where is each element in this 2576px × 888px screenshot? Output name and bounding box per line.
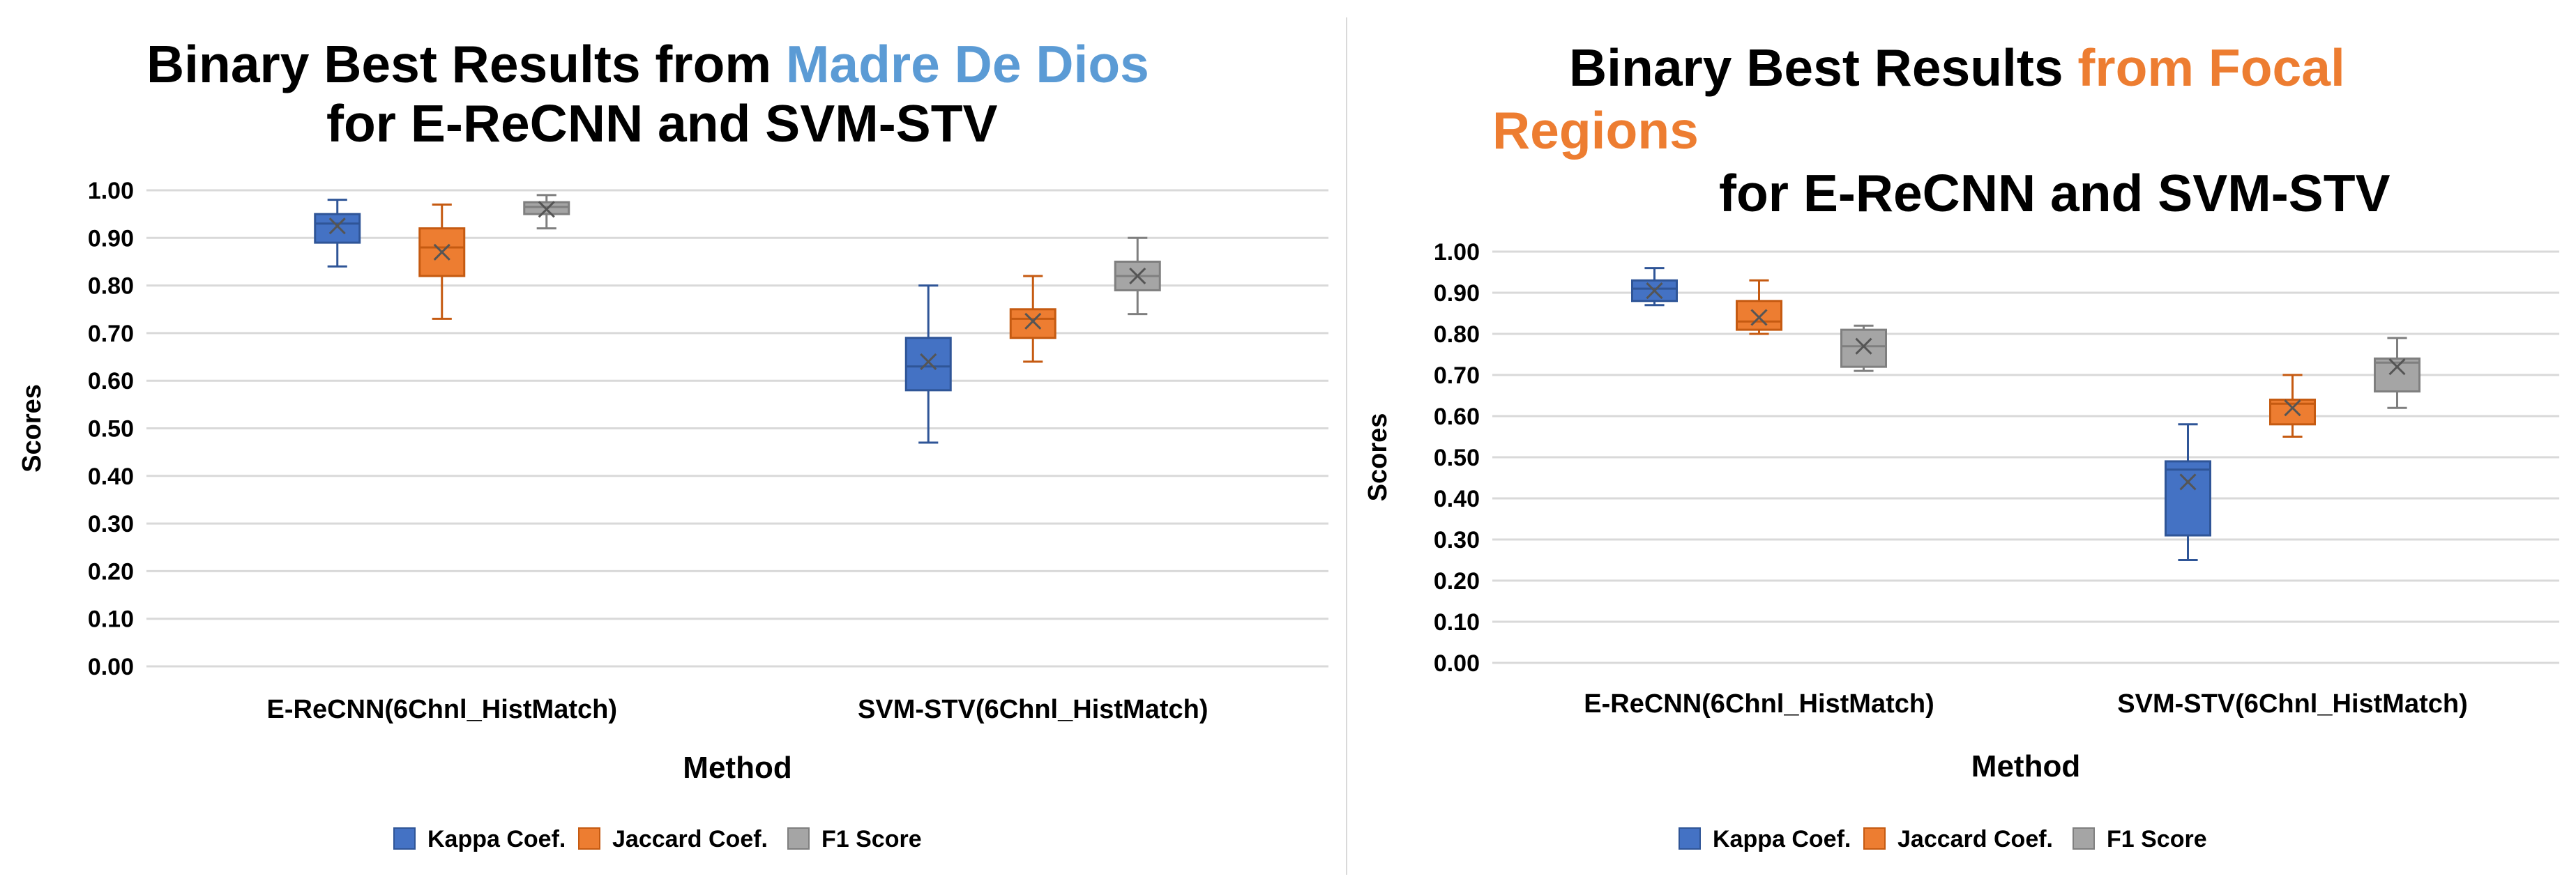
legend-swatch [393,827,416,850]
mean-marker [1129,267,1146,285]
box-iqr [2165,460,2211,537]
mean-marker [2179,473,2197,491]
chart-title-line1: Binary Best Results from Focal [1569,35,2345,100]
y-axis-title: Scores [17,384,47,473]
chart-title-accent: from Focal [2077,38,2345,97]
chart-title-line1: Binary Best Results from Madre De Dios [146,31,1149,97]
box-plot-focal-regions: 0.00 0.10 0.20 0.30 0.40 0.50 0.60 0.70 0.80 0.90… [1363,239,2559,852]
y-tick-label: 0.50 [1434,445,1480,471]
box-iqr [1631,279,1678,303]
y-tick-label: 0.40 [88,464,134,490]
mean-marker [538,201,555,218]
legend-swatch [2073,827,2095,850]
box-iqr [2374,357,2420,393]
box-plot-madre-de-dios: 0.00 0.10 0.20 0.30 0.40 0.50 0.60 0.70 0.80 0.90… [17,178,1328,852]
legend: Kappa Coef. Jaccard Coef. F1 Score [393,826,922,852]
y-tick-label: 0.00 [1434,650,1480,677]
chart-title-line2: for E-ReCNN and SVM-STV [326,94,998,153]
y-tick-label: 1.00 [88,178,134,204]
y-tick-label: 0.90 [1434,280,1480,307]
box-jaccard-coef--1 [1009,275,1056,363]
box-f1-score-0 [1840,324,1887,372]
y-tick-label: 0.40 [1434,486,1480,512]
panel-divider [1346,17,1347,875]
legend-label: F1 Score [2107,826,2207,852]
y-tick-label: 0.10 [88,606,134,633]
chart-title-line2: Regions [1492,101,1699,160]
box-kappa-coef--1 [2165,423,2211,561]
chart-title-text: Binary Best Results from [146,35,786,93]
chart-title-accent: Madre De Dios [785,35,1149,93]
box-kappa-coef--0 [1631,267,1678,307]
y-tick-label: 0.30 [88,511,134,537]
mean-marker [920,353,937,370]
y-tick-label: 0.60 [1434,404,1480,430]
legend-swatch [787,827,810,850]
y-tick-label: 0.70 [88,321,134,347]
y-tick-label: 0.70 [1434,362,1480,389]
legend-label: Kappa Coef. [427,826,566,852]
y-tick-label: 0.60 [88,368,134,395]
mean-marker [2388,358,2406,376]
y-tick-label: 0.30 [1434,527,1480,553]
box-jaccard-coef--0 [1736,279,1782,335]
y-tick-label: 0.80 [88,273,134,300]
mean-marker [1024,312,1042,330]
y-axis-title: Scores [1363,413,1393,502]
box-f1-score-1 [1114,236,1161,316]
y-tick-label: 0.20 [88,558,134,585]
box-f1-score-1 [2374,337,2420,409]
chart-title-text: Binary Best Results [1569,38,2078,97]
legend-label: F1 Score [821,826,922,852]
box-iqr [1736,300,1782,331]
legend-label: Kappa Coef. [1713,826,1851,852]
box-iqr [1009,308,1056,339]
box-kappa-coef--0 [314,199,361,268]
mean-marker [1750,309,1768,326]
x-axis-title: Method [1971,749,2080,783]
box-iqr [1840,328,1887,368]
box-iqr [314,213,361,244]
mean-marker [1855,337,1872,355]
box-jaccard-coef--0 [418,203,466,320]
legend-swatch [1863,827,1886,850]
x-category-label: SVM-STV(6Chnl_HistMatch) [858,695,1208,724]
x-category-label: SVM-STV(6Chnl_HistMatch) [2117,689,2467,719]
y-tick-label: 0.90 [88,225,134,252]
box-f1-score-0 [523,194,570,230]
legend-label: Jaccard Coef. [1897,826,2053,852]
legend-swatch [578,827,600,850]
legend-swatch [1679,827,1701,850]
box-kappa-coef--1 [904,284,952,444]
mean-marker [328,217,346,235]
legend-label: Jaccard Coef. [612,826,768,852]
box-jaccard-coef--1 [2269,374,2316,438]
y-tick-label: 0.00 [88,654,134,680]
box-iqr [904,337,952,392]
chart-panel-focal-regions: Binary Best Results from Focal Regions f… [1346,0,2576,888]
y-tick-label: 1.00 [1434,239,1480,266]
mean-marker [433,243,450,261]
mean-marker [2284,399,2301,417]
x-category-label: E-ReCNN(6Chnl_HistMatch) [1584,689,1934,719]
mean-marker [1646,282,1663,300]
y-tick-label: 0.80 [1434,321,1480,348]
legend: Kappa Coef. Jaccard Coef. F1 Score [1679,826,2207,852]
y-tick-label: 0.20 [1434,568,1480,595]
chart-title-line3: for E-ReCNN and SVM-STV [1719,164,2391,222]
chart-panel-madre-de-dios: Binary Best Results from Madre De Dios f… [17,31,1328,852]
x-axis-title: Method [683,751,791,785]
x-category-label: E-ReCNN(6Chnl_HistMatch) [267,695,617,724]
y-tick-label: 0.50 [88,416,134,443]
y-tick-label: 0.10 [1434,609,1480,636]
